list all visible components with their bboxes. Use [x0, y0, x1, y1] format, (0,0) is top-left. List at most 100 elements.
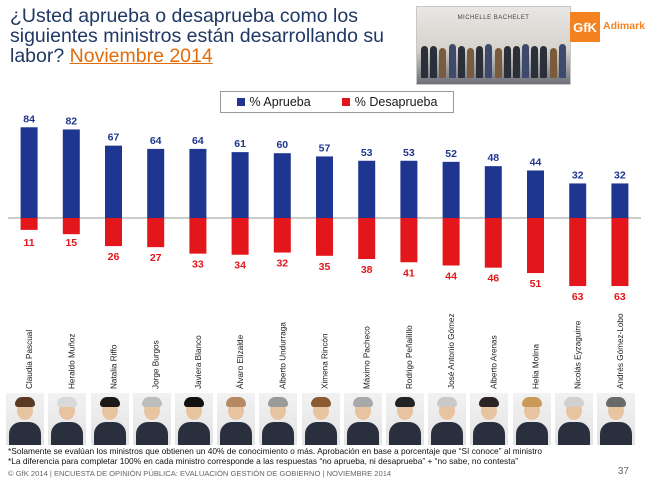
data-label-disapprove: 26: [108, 251, 120, 263]
data-label-disapprove: 38: [361, 264, 373, 276]
cabinet-people: [421, 42, 566, 78]
bar-disapprove: [105, 218, 122, 247]
data-label-disapprove: 46: [487, 273, 499, 285]
data-label-disapprove: 63: [572, 291, 584, 303]
bar-disapprove: [189, 218, 207, 254]
page-number: 37: [617, 466, 629, 477]
data-label-disapprove: 63: [614, 291, 626, 303]
bar-approve: [147, 148, 165, 218]
bar-disapprove: [273, 218, 291, 253]
footnote-2: *La diferencia para completar 100% en ca…: [8, 456, 519, 466]
data-label-approve: 32: [572, 169, 584, 181]
data-label-disapprove: 51: [530, 278, 542, 290]
footnote-1: *Solamente se evalúan los ministros que …: [8, 446, 542, 456]
category-label: Jorge Burgos: [152, 340, 161, 389]
data-label-approve: 64: [150, 135, 162, 147]
category-label: Helia Molina: [532, 344, 541, 389]
bar-disapprove: [20, 218, 38, 230]
bar-disapprove: [231, 218, 249, 255]
data-label-approve: 61: [234, 138, 246, 150]
bar-disapprove: [569, 218, 587, 287]
bar-disapprove: [358, 218, 376, 260]
data-label-disapprove: 27: [150, 252, 162, 264]
minister-portrait: [6, 393, 45, 445]
category-label: Ximena Rincón: [321, 333, 330, 389]
minister-portrait: [301, 393, 340, 445]
bar-disapprove: [316, 218, 333, 256]
minister-portrait: [554, 393, 593, 445]
data-label-disapprove: 15: [65, 237, 77, 249]
banner-text: MICHELLE BACHELET: [457, 15, 530, 21]
data-label-approve: 53: [361, 147, 373, 159]
category-label: Rodrigo Peñailillo: [405, 325, 414, 389]
minister-portrait: [385, 393, 424, 445]
data-label-approve: 64: [192, 135, 204, 147]
approval-bar-chart: 84 11 Claudia Pascual 82 15 Heraldo Muñoz 67 26…: [8, 113, 641, 389]
footer-text: © GfK 2014 | ENCUESTA DE OPINIÓN PÚBLICA…: [8, 469, 392, 478]
data-label-approve: 44: [530, 156, 542, 168]
bar-disapprove: [442, 218, 460, 266]
bar-disapprove: [611, 218, 629, 287]
data-label-approve: 82: [65, 115, 77, 127]
minister-portraits: [6, 393, 638, 445]
bar-approve: [62, 129, 80, 218]
minister-portrait: [596, 393, 635, 445]
cabinet-photo: MICHELLE BACHELET: [416, 6, 571, 85]
category-label: José Antonio Gómez: [447, 313, 456, 389]
category-label: Natalia Riffo: [110, 344, 119, 389]
data-label-approve: 32: [614, 169, 626, 181]
category-label: Alberto Undurraga: [278, 322, 287, 389]
title-line-2: siguientes ministros están desarrollando…: [10, 25, 384, 47]
category-label: Andrés Gómez-Lobo: [616, 313, 625, 389]
data-label-approve: 53: [403, 147, 415, 159]
bar-disapprove: [484, 218, 502, 268]
minister-portrait: [132, 393, 171, 445]
minister-portrait: [174, 393, 213, 445]
data-label-disapprove: 41: [403, 267, 415, 279]
bar-approve: [569, 183, 587, 218]
data-label-disapprove: 44: [445, 271, 457, 283]
category-label: Alberto Arenas: [489, 335, 498, 389]
title-line-3: labor? Noviembre 2014: [10, 46, 410, 66]
minister-portrait: [428, 393, 467, 445]
category-label: Máximo Pacheco: [363, 326, 372, 389]
data-label-approve: 48: [487, 152, 499, 164]
data-label-approve: 60: [276, 139, 288, 151]
bar-approve: [189, 148, 207, 218]
title-date: Noviembre 2014: [69, 45, 213, 67]
minister-portrait: [217, 393, 256, 445]
minister-portrait: [259, 393, 298, 445]
slide-title: ¿Usted aprueba o desaprueba como los sig…: [10, 6, 410, 66]
bar-approve: [105, 145, 122, 218]
data-label-disapprove: 35: [319, 261, 331, 273]
data-label-disapprove: 33: [192, 259, 204, 271]
bar-approve: [273, 153, 291, 218]
bar-disapprove: [400, 218, 418, 263]
legend-item-disapprove: % Desaprueba: [341, 95, 438, 109]
bar-approve: [400, 160, 418, 218]
bar-approve: [358, 160, 376, 218]
category-label: Heraldo Muñoz: [67, 333, 76, 389]
legend-label-disapprove: % Desaprueba: [354, 95, 438, 109]
data-label-disapprove: 32: [276, 258, 288, 270]
category-label: Javiera Blanco: [194, 335, 203, 389]
bar-approve: [527, 170, 544, 218]
category-label: Claudia Pascual: [25, 330, 34, 389]
brand-name: Adimark: [603, 20, 646, 32]
data-label-disapprove: 11: [24, 237, 35, 249]
data-label-disapprove: 34: [234, 260, 246, 272]
bar-approve: [316, 156, 333, 218]
bar-approve: [442, 161, 460, 218]
data-label-approve: 57: [319, 142, 331, 154]
minister-portrait: [343, 393, 382, 445]
chart-legend: % Aprueba % Desaprueba: [220, 91, 454, 113]
category-label: Álvaro Elizalde: [235, 334, 245, 389]
bar-disapprove: [147, 218, 165, 248]
gfk-logo: GfK: [570, 12, 600, 42]
minister-portrait: [90, 393, 129, 445]
minister-portrait: [48, 393, 87, 445]
bar-disapprove: [527, 218, 544, 274]
data-label-approve: 52: [445, 148, 457, 160]
bar-disapprove: [62, 218, 80, 235]
minister-portrait: [512, 393, 551, 445]
